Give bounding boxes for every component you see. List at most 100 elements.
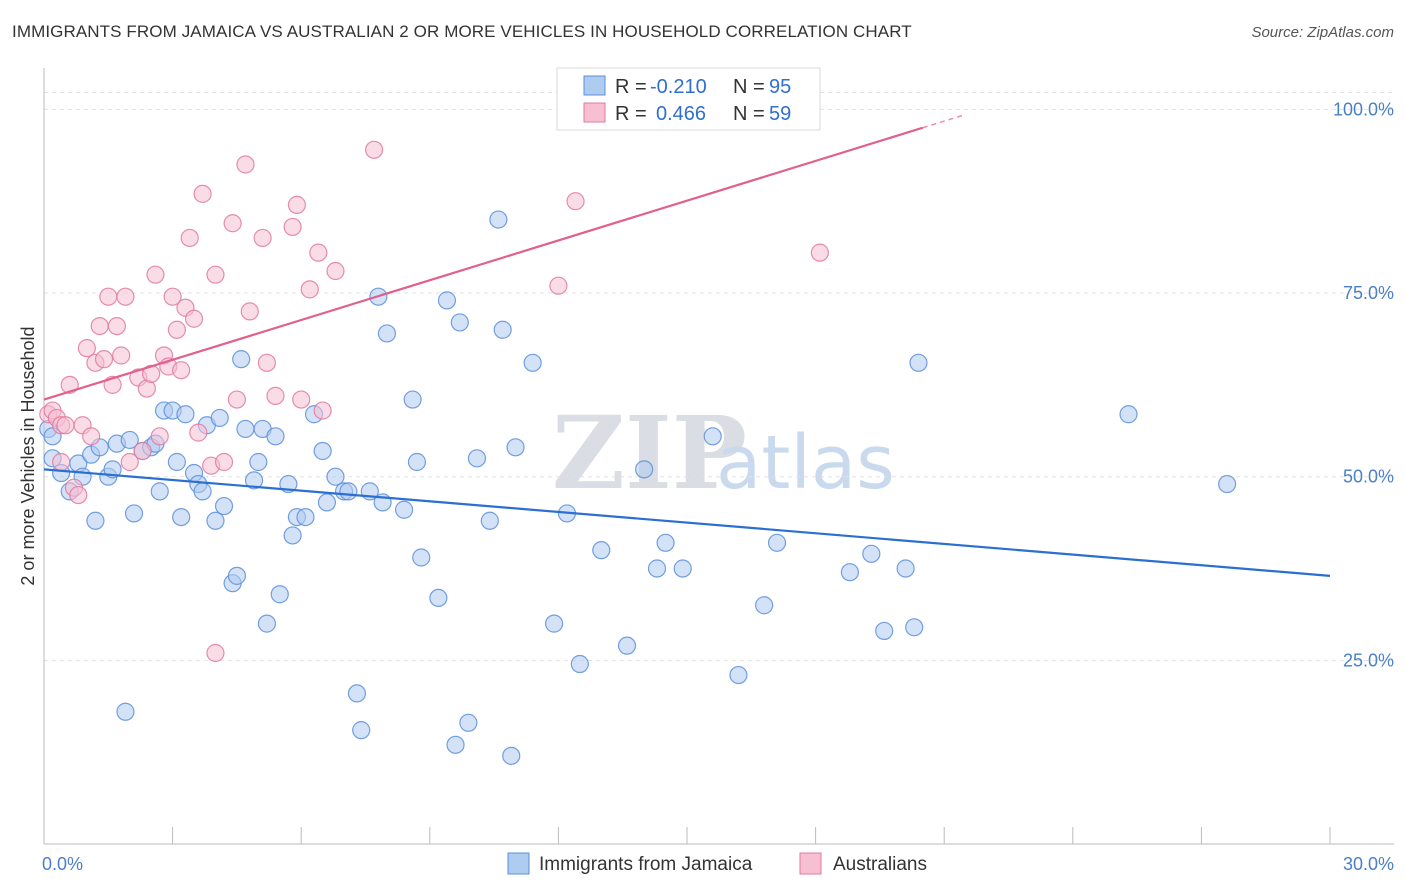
jamaica-point-66 [459, 713, 478, 732]
bottom-legend-swatch-australians [799, 852, 822, 875]
jamaica-point-81 [656, 533, 675, 552]
australians-point-8 [69, 485, 88, 505]
jamaica-point-22 [167, 452, 186, 472]
legend-n-value-2: 59 [769, 103, 791, 125]
jamaica-point-29 [206, 511, 225, 530]
jamaica-point-93 [1119, 405, 1138, 424]
jamaica-point-34 [232, 350, 251, 369]
australians-point-6 [60, 375, 79, 394]
jamaica-point-61 [412, 548, 431, 567]
jamaica-point-23 [172, 507, 191, 527]
jamaica-point-92 [909, 353, 928, 372]
jamaica-point-91 [905, 618, 924, 637]
australians-point-53 [313, 401, 332, 420]
jamaica-point-33 [227, 566, 246, 585]
chart-title: IMMIGRANTS FROM JAMAICA VS AUSTRALIAN 2 … [12, 22, 912, 41]
jamaica-point-13 [116, 702, 135, 721]
jamaica-point-64 [446, 735, 465, 754]
jamaica-point-87 [840, 563, 859, 582]
australians-point-34 [184, 309, 204, 328]
x-tick-label-min: 0.0% [42, 854, 83, 874]
australians-point-43 [236, 155, 255, 174]
jamaica-point-52 [347, 684, 367, 703]
jamaica-point-90 [896, 559, 915, 578]
australians-point-52 [309, 243, 328, 262]
jamaica-point-48 [317, 493, 337, 512]
australians-point-30 [167, 320, 186, 339]
jamaica-point-82 [673, 559, 692, 578]
australians-point-48 [283, 217, 302, 237]
australians-point-17 [107, 316, 126, 336]
jamaica-point-73 [523, 353, 542, 372]
jamaica-point-51 [339, 482, 358, 501]
australians-point-18 [112, 346, 131, 365]
australians-point-39 [206, 643, 225, 663]
jamaica-point-72 [506, 438, 525, 457]
jamaica-point-58 [394, 500, 414, 519]
jamaica-point-19 [150, 482, 169, 501]
jamaica-point-86 [767, 533, 787, 552]
australians-point-26 [150, 427, 169, 446]
australians-point-25 [146, 265, 165, 284]
jamaica-point-40 [266, 427, 285, 446]
jamaica-point-24 [176, 405, 195, 424]
jamaica-point-94 [1218, 474, 1237, 494]
jamaica-point-84 [729, 665, 748, 685]
bottom-legend-label-australians: Australians [833, 854, 927, 875]
jamaica-point-8 [86, 511, 105, 530]
australians-point-40 [214, 452, 234, 472]
series-legend: Immigrants from Jamaica Australians [507, 852, 927, 875]
bottom-legend-label-jamaica: Immigrants from Jamaica [539, 854, 753, 875]
jamaica-point-30 [210, 408, 229, 428]
australians-point-15 [99, 287, 118, 306]
australians-point-10 [77, 339, 96, 358]
legend-swatch-australians [583, 102, 606, 123]
jamaica-point-71 [502, 746, 521, 765]
australians-point-56 [549, 276, 568, 295]
bottom-legend-swatch-jamaica [507, 852, 530, 875]
jamaica-point-88 [862, 544, 881, 563]
australians-point-41 [223, 214, 242, 233]
jamaica-point-62 [429, 588, 448, 608]
jamaica-point-43 [283, 526, 302, 545]
australians-point-45 [253, 228, 272, 248]
jamaica-point-53 [352, 721, 371, 740]
australians-point-47 [266, 386, 285, 405]
jamaica-point-15 [124, 504, 144, 523]
australians-point-19 [116, 287, 135, 306]
legend-n-value-1: 95 [769, 76, 791, 98]
jamaica-point-77 [592, 541, 611, 560]
legend-r-label-1: R = [615, 76, 647, 98]
australians-point-11 [82, 427, 101, 446]
jamaica-point-79 [635, 460, 654, 479]
australians-point-46 [257, 353, 277, 372]
australians-trend-extension [922, 113, 966, 129]
australians-point-38 [206, 265, 225, 284]
jamaica-point-76 [570, 654, 589, 674]
legend-n-label-2: N = [733, 103, 765, 125]
legend-r-label-2: R = [615, 103, 647, 125]
australians-point-55 [364, 140, 384, 159]
australians-point-22 [133, 441, 152, 461]
jamaica-point-60 [407, 452, 427, 472]
australians-point-29 [163, 287, 182, 306]
watermark-zip: ZIP [552, 394, 747, 512]
legend-r-value-2: 0.466 [656, 103, 706, 125]
australians-point-13 [90, 316, 109, 336]
correlation-legend: R = -0.210 N = 95 R = 0.466 N = 59 [556, 67, 821, 131]
australians-point-14 [94, 350, 114, 369]
australians-point-20 [120, 452, 139, 472]
jamaica-point-45 [296, 507, 315, 527]
jamaica-point-74 [545, 614, 564, 633]
legend-n-label-1: N = [733, 76, 765, 98]
australians-trend-line [43, 126, 924, 401]
australians-point-42 [227, 390, 246, 409]
y-tick-label-50: 50.0% [1343, 467, 1394, 487]
australians-point-35 [189, 423, 208, 442]
jamaica-point-31 [214, 496, 234, 516]
jamaica-point-67 [467, 449, 487, 468]
australians-point-51 [300, 280, 319, 299]
jamaica-point-35 [236, 419, 255, 439]
australians-point-5 [56, 416, 75, 435]
